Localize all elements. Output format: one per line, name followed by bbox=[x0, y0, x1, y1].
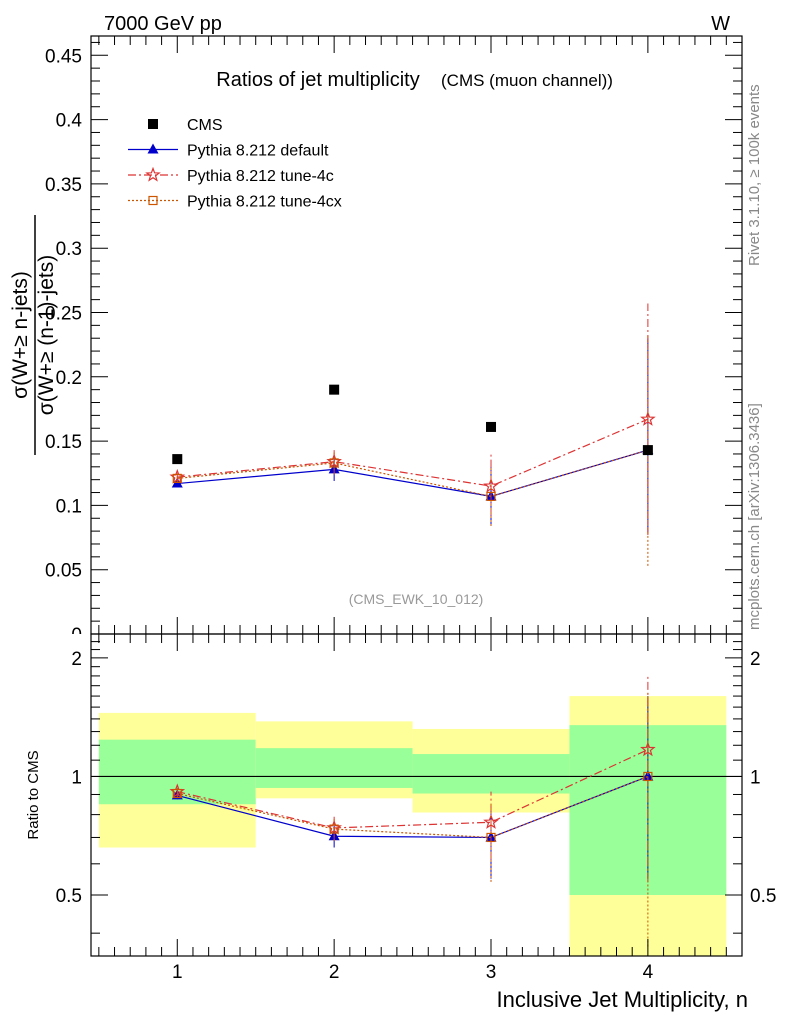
legend-marker bbox=[145, 166, 161, 182]
y-tick-label-right: 2 bbox=[750, 649, 761, 670]
y-tick-label: 0 bbox=[71, 625, 82, 646]
y-tick-label: 2 bbox=[71, 649, 82, 670]
x-axis-label: Inclusive Jet Multiplicity, n bbox=[497, 987, 748, 1012]
ratio-series-tune4cx bbox=[172, 692, 653, 947]
series-data bbox=[172, 384, 653, 465]
data-point bbox=[486, 491, 496, 501]
y-label-numerator: σ(W+≥ n-jets) bbox=[9, 271, 32, 399]
source-label: mcplots.cern.ch [arXiv:1306.3436] bbox=[746, 403, 763, 630]
data-point bbox=[169, 783, 186, 799]
data-point bbox=[642, 770, 654, 781]
y-label-denominator: σ(W+≥ (n-1)-jets) bbox=[35, 255, 58, 415]
y-axis-label: σ(W+≥ n-jets) σ(W+≥ (n-1)-jets) bbox=[9, 215, 58, 455]
y-tick-label: 0.25 bbox=[45, 303, 82, 324]
series-line bbox=[177, 449, 649, 498]
process-label: W bbox=[711, 13, 730, 35]
data-point bbox=[172, 454, 183, 465]
legend-label: Pythia 8.212 tune-4cx bbox=[187, 194, 342, 211]
legend: CMS Pythia 8.212 default Pythia 8.212 tune… bbox=[128, 117, 342, 211]
ratio-y-label: Ratio to CMS bbox=[25, 750, 42, 839]
data-point bbox=[326, 819, 342, 835]
uncertainty-bands bbox=[98, 696, 727, 956]
legend-label: CMS bbox=[187, 117, 223, 134]
x-tick-label: 1 bbox=[172, 962, 183, 983]
ratio-y-label-group: Ratio to CMS bbox=[25, 750, 42, 839]
x-tick-label: 2 bbox=[329, 962, 340, 983]
series-line bbox=[177, 449, 649, 498]
data-point bbox=[329, 384, 340, 395]
series-tune4c bbox=[169, 303, 656, 535]
data-point bbox=[486, 832, 496, 843]
generator-label: Rivet 3.1.10, ≥ 100k events bbox=[746, 84, 763, 266]
y-tick-label: 0.4 bbox=[56, 111, 83, 132]
y-tick-label: 0.1 bbox=[56, 496, 82, 517]
x-tick-label: 4 bbox=[643, 962, 654, 983]
data-point bbox=[326, 453, 342, 469]
main-axis-ticks bbox=[91, 36, 742, 635]
data-point bbox=[169, 468, 186, 484]
y-tick-label: 0.05 bbox=[45, 561, 82, 582]
ratio-panel: 0.5 0.5 1 1 2 2 1 2 3 4 Inclusive Jet Multiplicity… bbox=[25, 633, 776, 1012]
inner-band bbox=[412, 754, 570, 794]
y-tick-label: 0.35 bbox=[45, 175, 82, 196]
data-point bbox=[640, 410, 656, 426]
data-point bbox=[172, 788, 182, 799]
legend-marker bbox=[148, 195, 158, 206]
y-tick-label: 1 bbox=[71, 767, 82, 788]
series-line bbox=[177, 418, 649, 487]
y-tick-label: 0.5 bbox=[56, 886, 82, 907]
legend-marker bbox=[147, 143, 159, 154]
chart-subtitle: (CMS (muon channel)) bbox=[441, 71, 613, 90]
series-line bbox=[177, 749, 649, 829]
y-tick-label: 0.3 bbox=[56, 239, 82, 260]
series-line bbox=[177, 775, 649, 839]
series-tune4cx bbox=[172, 334, 653, 566]
data-point bbox=[172, 473, 182, 483]
legend-label: Pythia 8.212 tune-4c bbox=[187, 168, 334, 185]
y-tick-label-right: 1 bbox=[750, 767, 761, 788]
y-tick-label-right: 0.5 bbox=[750, 886, 776, 907]
y-tick-label: 0.15 bbox=[45, 432, 82, 453]
ratio-frame bbox=[90, 633, 743, 957]
data-point bbox=[486, 421, 497, 432]
inner-band bbox=[255, 748, 413, 788]
y-tick-label: 0.45 bbox=[45, 46, 82, 67]
data-point bbox=[642, 445, 653, 456]
y-tick-label: 0.2 bbox=[56, 368, 82, 389]
data-point bbox=[643, 771, 653, 782]
legend-label: Pythia 8.212 default bbox=[187, 143, 329, 160]
beam-label: 7000 GeV pp bbox=[104, 13, 222, 35]
ratio-axis-ticks bbox=[91, 634, 742, 956]
main-panel: 0 0.05 0.1 0.15 0.2 0.25 0.3 0.35 0.4 0.45 Ratios … bbox=[9, 35, 743, 646]
legend-marker bbox=[148, 119, 158, 129]
data-point bbox=[329, 458, 339, 468]
series-line bbox=[177, 775, 649, 839]
series-default bbox=[171, 338, 654, 533]
analysis-watermark: (CMS_EWK_10_012) bbox=[349, 591, 484, 607]
x-tick-label: 3 bbox=[486, 962, 497, 983]
data-point bbox=[640, 741, 656, 757]
chart-title: Ratios of jet multiplicity bbox=[216, 69, 419, 91]
data-point bbox=[329, 824, 339, 834]
